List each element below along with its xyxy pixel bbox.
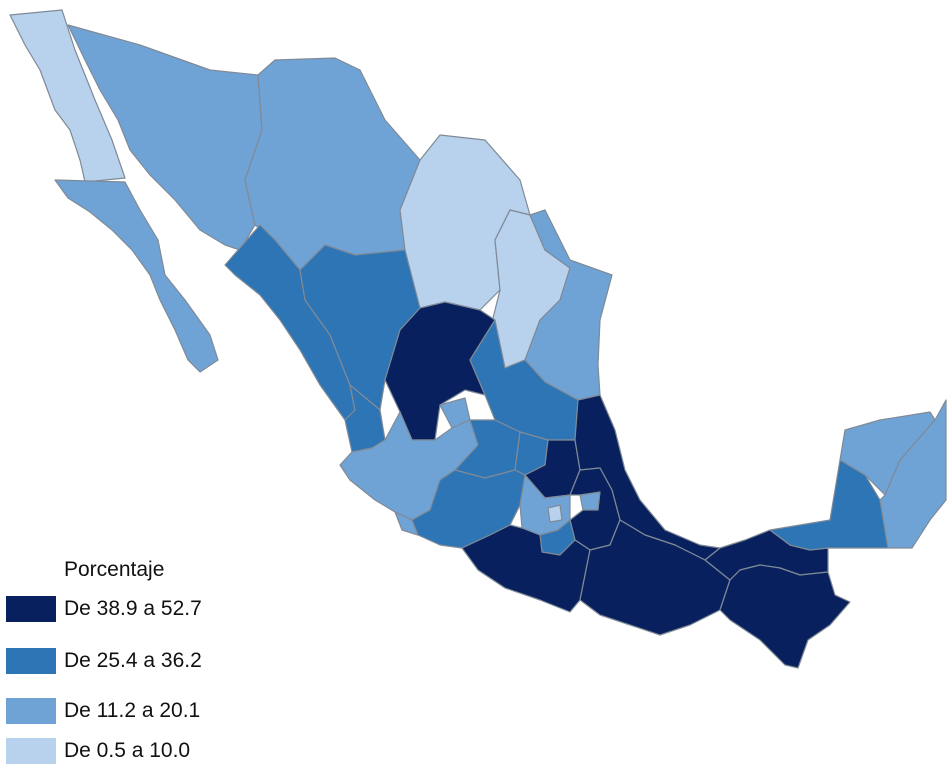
region-cdmx — [547, 504, 563, 523]
region-sonora — [67, 24, 263, 251]
region-quintana-roo — [879, 399, 947, 549]
legend-swatch — [6, 648, 56, 674]
legend-title: Porcentaje — [64, 558, 165, 581]
legend-label: De 38.9 a 52.7 — [64, 597, 202, 620]
region-zacatecas — [384, 301, 496, 441]
region-baja-california-sur — [54, 179, 219, 373]
region-guerrero — [461, 524, 591, 613]
legend-swatch — [6, 698, 56, 724]
legend-swatch — [6, 596, 56, 622]
legend-label: De 11.2 a 20.1 — [64, 699, 201, 722]
legend-label: De 0.5 a 10.0 — [64, 739, 191, 762]
region-chiapas — [719, 564, 851, 669]
legend-swatch — [6, 738, 56, 764]
legend-label: De 25.4 a 36.2 — [64, 649, 202, 672]
